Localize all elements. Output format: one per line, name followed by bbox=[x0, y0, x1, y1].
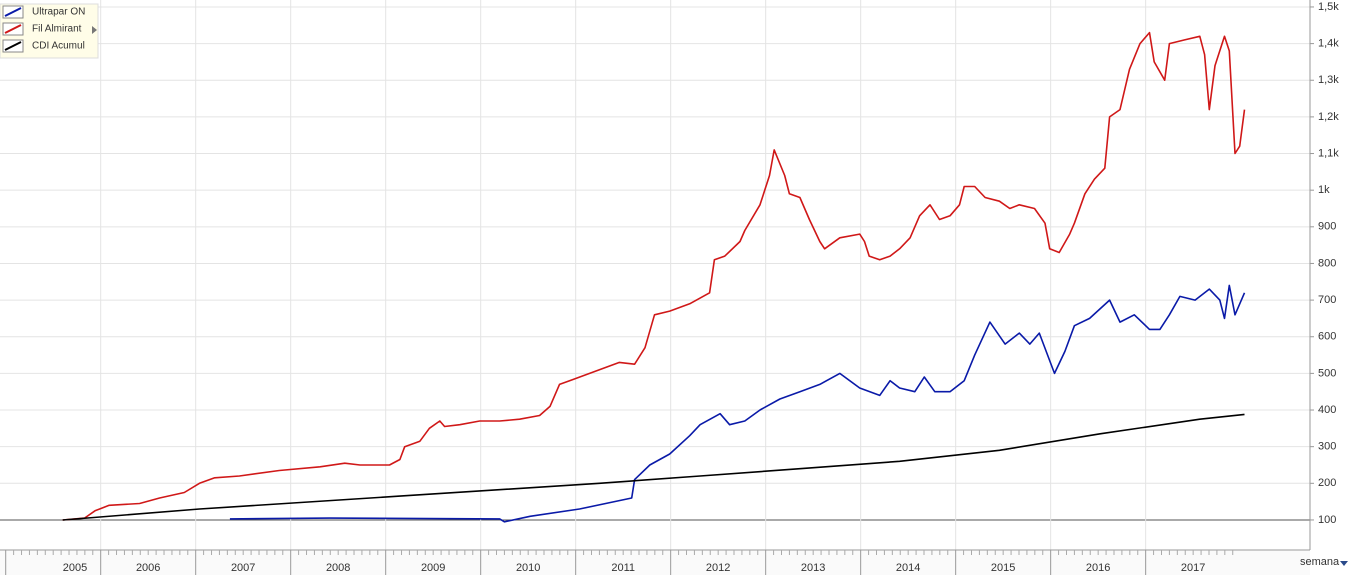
x-tick-label: 2012 bbox=[706, 562, 730, 574]
y-tick-label: 600 bbox=[1318, 331, 1336, 343]
x-tick-label: 2014 bbox=[896, 562, 920, 574]
legend-swatch bbox=[4, 24, 22, 34]
x-tick-label: 2010 bbox=[516, 562, 540, 574]
y-tick-label: 900 bbox=[1318, 221, 1336, 233]
y-tick-label: 1,1k bbox=[1318, 147, 1339, 159]
y-tick-label: 200 bbox=[1318, 477, 1336, 489]
y-tick-label: 500 bbox=[1318, 367, 1336, 379]
legend-arrow bbox=[92, 26, 97, 34]
lines bbox=[62, 31, 1246, 523]
x-tick-label: 2013 bbox=[801, 562, 825, 574]
period-selector[interactable]: semana bbox=[1300, 556, 1348, 568]
series-line bbox=[62, 413, 1245, 521]
x-tick-label: 2005 bbox=[63, 562, 87, 574]
y-tick-label: 400 bbox=[1318, 404, 1336, 416]
dropdown-arrow[interactable] bbox=[1340, 561, 1348, 566]
series-line bbox=[229, 284, 1246, 523]
grid bbox=[0, 0, 1310, 550]
x-tick-label: 2015 bbox=[991, 562, 1015, 574]
y-tick-label: 1,5k bbox=[1318, 1, 1339, 13]
y-tick-label: 800 bbox=[1318, 257, 1336, 269]
y-tick-label: 300 bbox=[1318, 441, 1336, 453]
legend-swatch bbox=[4, 41, 22, 51]
legend-label: Ultrapar ON bbox=[32, 7, 85, 18]
x-tick-label: 2006 bbox=[136, 562, 160, 574]
y-tick-label: 1,4k bbox=[1318, 38, 1339, 50]
x-tick-label: 2009 bbox=[421, 562, 445, 574]
legend-label: Fil Almirant bbox=[32, 24, 82, 35]
y-tick-label: 1,2k bbox=[1318, 111, 1339, 123]
period-label[interactable]: semana bbox=[1300, 556, 1340, 568]
legend-label: CDI Acumul bbox=[32, 41, 85, 52]
x-tick-label: 2008 bbox=[326, 562, 350, 574]
y-tick-label: 700 bbox=[1318, 294, 1336, 306]
x-tick-label: 2017 bbox=[1181, 562, 1205, 574]
y-tick-label: 100 bbox=[1318, 514, 1336, 526]
series-line bbox=[62, 31, 1246, 521]
x-tick-label: 2007 bbox=[231, 562, 255, 574]
x-tick-label: 2016 bbox=[1086, 562, 1110, 574]
legend: Ultrapar ON Fil Almirant CDI Acumul bbox=[0, 3, 99, 59]
legend-swatch bbox=[4, 7, 22, 17]
x-tick-label: 2011 bbox=[611, 562, 635, 574]
y-tick-label: 1k bbox=[1318, 184, 1330, 196]
y-tick-label: 1,3k bbox=[1318, 74, 1339, 86]
